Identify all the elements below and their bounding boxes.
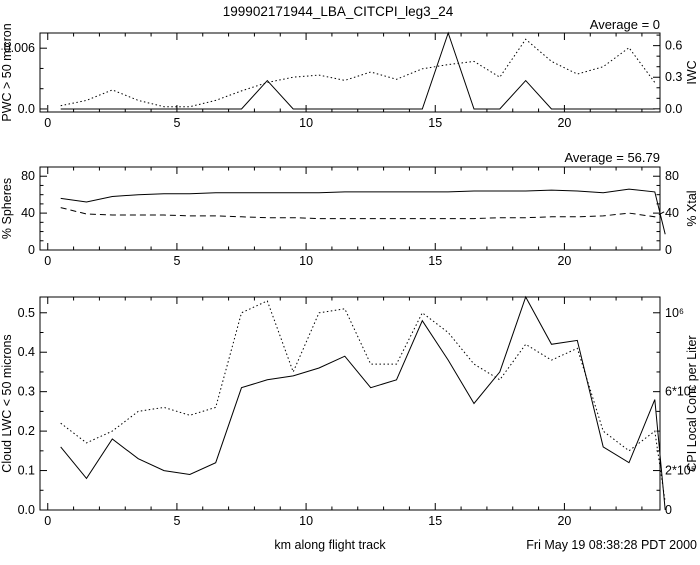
series-lines: [60, 31, 656, 110]
svg-text:0.6: 0.6: [665, 39, 682, 53]
right-axis-ticks: 0 2*10⁵ 6*10⁵ 10⁶: [653, 306, 696, 517]
svg-text:0.3: 0.3: [18, 385, 35, 399]
svg-text:5: 5: [173, 514, 180, 528]
svg-text:0: 0: [28, 243, 35, 257]
svg-text:40: 40: [21, 206, 35, 220]
series-lines: [60, 295, 666, 511]
svg-text:15: 15: [428, 254, 442, 268]
panel-spheres-xtal: 0 5 10 15 20 0 40 80 % Spheres 0 40 80 % Xtal: [0, 166, 699, 268]
series-lines: [60, 188, 666, 235]
right-axis-title: CPI Local Conc per Liter: [685, 335, 699, 471]
svg-text:0.1: 0.1: [18, 464, 35, 478]
left-axis-title: PWC > 50 micron: [0, 23, 14, 121]
svg-text:0: 0: [44, 514, 51, 528]
left-axis-ticks: 0.0 0.1 0.2 0.3 0.4 0.5: [18, 306, 47, 517]
svg-text:20: 20: [557, 514, 571, 528]
right-axis-title: IWC: [685, 60, 699, 84]
x-axis-title: km along flight track: [274, 538, 386, 552]
plot-frame: [39, 32, 661, 113]
svg-text:0: 0: [665, 243, 672, 257]
svg-text:0: 0: [44, 254, 51, 268]
series-pwc-50-micron: [60, 31, 655, 110]
chart-title: 199902171944_LBA_CITCPI_leg3_24: [223, 4, 454, 19]
svg-text:0.006: 0.006: [4, 41, 35, 55]
svg-text:0.2: 0.2: [18, 424, 35, 438]
panel-lwc-conc: 0 5 10 15 20 0.0 0.1 0.2 0.3 0.4 0.5 Cloud LWC < 50…: [0, 295, 699, 528]
svg-text:0: 0: [665, 503, 672, 517]
left-axis-title: Cloud LWC < 50 microns: [0, 334, 14, 472]
svg-text:40: 40: [665, 206, 679, 220]
timestamp: Fri May 19 08:38:28 PDT 2000: [526, 538, 697, 552]
svg-text:10: 10: [299, 254, 313, 268]
series-iwc: [60, 38, 656, 108]
series-spheres: [60, 188, 666, 235]
panel1-average-annotation: Average = 0: [590, 17, 660, 32]
right-axis-ticks: 0.0 0.3 0.6: [653, 34, 682, 116]
svg-text:15: 15: [428, 514, 442, 528]
svg-text:80: 80: [21, 169, 35, 183]
svg-text:10⁶: 10⁶: [665, 306, 684, 320]
svg-text:10: 10: [299, 514, 313, 528]
svg-text:20: 20: [557, 254, 571, 268]
svg-text:5: 5: [173, 254, 180, 268]
left-axis-ticks: 0.0 0.006: [4, 41, 47, 116]
svg-text:0: 0: [44, 116, 51, 130]
right-axis-title: % Xtal: [685, 190, 699, 226]
svg-text:0.3: 0.3: [665, 70, 682, 84]
plot-frame: [39, 166, 661, 251]
svg-text:0.5: 0.5: [18, 306, 35, 320]
left-axis-ticks: 0 40 80: [21, 166, 47, 257]
x-axis-ticks: 0 5 10 15 20: [44, 297, 643, 528]
series-xtal: [60, 207, 666, 220]
svg-text:6*10⁵: 6*10⁵: [665, 385, 696, 399]
svg-text:20: 20: [557, 116, 571, 130]
svg-text:80: 80: [665, 169, 679, 183]
series-cloud-lwc-50-microns: [60, 295, 666, 511]
svg-text:10: 10: [299, 116, 313, 130]
svg-text:0.0: 0.0: [18, 503, 35, 517]
svg-text:0.0: 0.0: [665, 102, 682, 116]
x-axis-ticks: 0 5 10 15 20: [44, 33, 643, 130]
svg-text:5: 5: [173, 116, 180, 130]
series-cpi-local-conc-per-liter: [60, 300, 666, 503]
panel2-average-annotation: Average = 56.79: [564, 150, 660, 165]
right-axis-ticks: 0 40 80: [653, 166, 679, 257]
svg-text:0.4: 0.4: [18, 345, 35, 359]
x-axis-ticks: 0 5 10 15 20: [44, 167, 643, 268]
svg-text:0.0: 0.0: [18, 102, 35, 116]
plot-frame: [39, 296, 661, 511]
left-axis-title: % Spheres: [0, 178, 14, 239]
svg-text:15: 15: [428, 116, 442, 130]
svg-text:2*10⁵: 2*10⁵: [665, 464, 696, 478]
